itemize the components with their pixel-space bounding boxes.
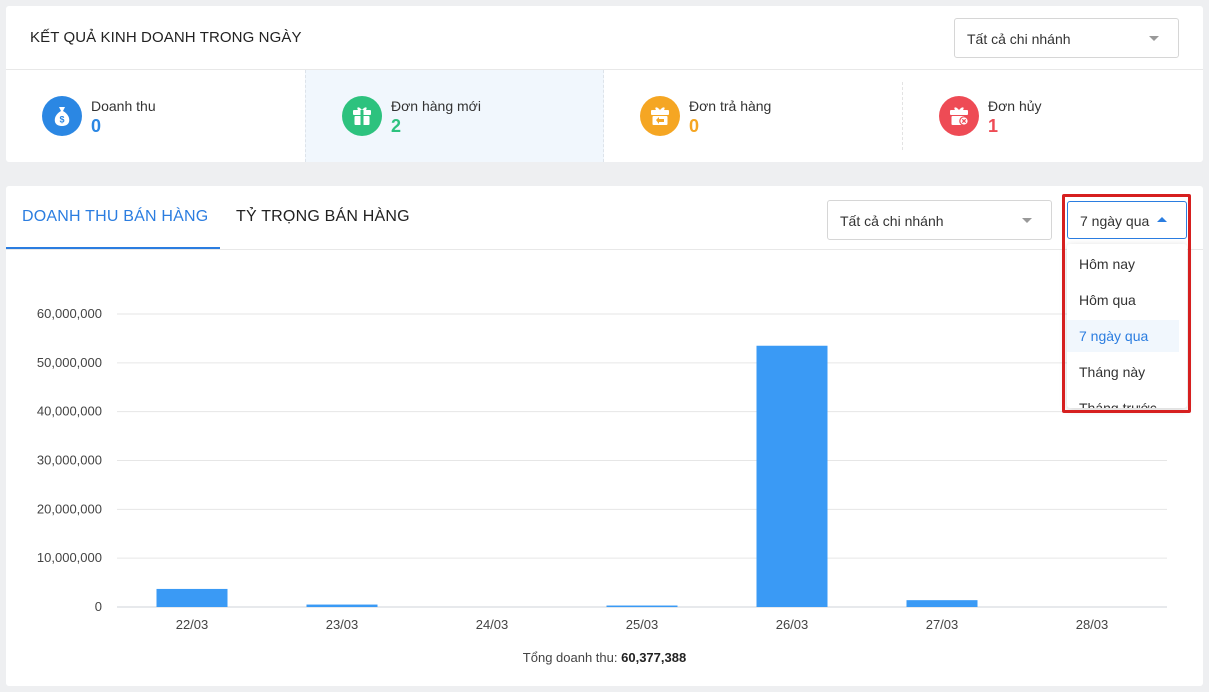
x-tick-label: 23/03: [326, 617, 359, 632]
period-option-yesterday[interactable]: Hôm qua: [1079, 292, 1136, 308]
y-tick-label: 60,000,000: [37, 306, 102, 321]
stat-divider: [902, 82, 903, 150]
stat-cancelled[interactable]: Đơn hủy 1: [903, 70, 1202, 162]
total-revenue: Tổng doanh thu: 60,377,388: [6, 650, 1203, 665]
revenue-bar-chart: 0 10,000,000 20,000,000 30,000,000 40,000,00…: [37, 306, 1167, 632]
x-tick-label: 24/03: [476, 617, 509, 632]
branch-select-chart-value: Tất cả chi nhánh: [840, 213, 944, 229]
period-option-last-month[interactable]: Tháng trước: [1079, 400, 1157, 408]
stat-new-orders[interactable]: Đơn hàng mới 2: [305, 70, 604, 162]
chart-grid: [117, 313, 1167, 608]
x-tick-label: 22/03: [176, 617, 209, 632]
x-tick-label: 28/03: [1076, 617, 1109, 632]
stat-cancelled-value: 1: [988, 116, 999, 136]
cancel-box-icon: [939, 96, 979, 136]
y-tick-label: 30,000,000: [37, 453, 102, 468]
x-tick-label: 27/03: [926, 617, 959, 632]
business-summary-card: KẾT QUẢ KINH DOANH TRONG NGÀY Tất cả chi…: [6, 6, 1203, 162]
y-tick-label: 50,000,000: [37, 355, 102, 370]
chevron-down-icon: [1149, 36, 1159, 41]
y-tick-label: 0: [95, 599, 102, 614]
total-revenue-label: Tổng doanh thu:: [522, 650, 618, 665]
active-tab-indicator: [6, 247, 220, 249]
money-bag-icon: $: [42, 96, 82, 136]
y-tick-label: 20,000,000: [37, 501, 102, 516]
period-highlight-box: [1062, 194, 1191, 413]
stat-returns-label: Đơn trả hàng: [689, 98, 772, 114]
chevron-down-icon: [1022, 218, 1032, 223]
period-dropdown-menu: Hôm nay Hôm qua 7 ngày qua Tháng này Thá…: [1067, 244, 1187, 408]
sales-tabs-bar: DOANH THU BÁN HÀNG TỶ TRỌNG BÁN HÀNG Tất…: [6, 186, 1203, 250]
y-tick-label: 10,000,000: [37, 550, 102, 565]
chart-bar[interactable]: [306, 604, 378, 607]
stats-row: $ Doanh thu 0 Đơn hàng mới 2: [6, 70, 1203, 162]
period-option-this-month[interactable]: Tháng này: [1079, 364, 1146, 380]
box-icon: [342, 96, 382, 136]
x-axis: 22/03 23/03 24/03 25/03 26/03 27/03 28/03: [176, 617, 1109, 632]
branch-select-top[interactable]: Tất cả chi nhánh: [954, 18, 1179, 58]
y-axis: 0 10,000,000 20,000,000 30,000,000 40,000,00…: [37, 306, 102, 614]
branch-select-chart[interactable]: Tất cả chi nhánh: [827, 200, 1052, 240]
x-tick-label: 25/03: [626, 617, 659, 632]
chevron-up-icon: [1157, 217, 1167, 222]
period-option-today[interactable]: Hôm nay: [1079, 256, 1136, 272]
stat-revenue[interactable]: $ Doanh thu 0: [6, 70, 305, 162]
stat-cancelled-label: Đơn hủy: [988, 98, 1042, 114]
x-tick-label: 26/03: [776, 617, 809, 632]
chart-bars: [156, 345, 978, 608]
business-summary-title: KẾT QUẢ KINH DOANH TRONG NGÀY: [30, 29, 302, 46]
chart-bar[interactable]: [156, 588, 228, 607]
chart-bar[interactable]: [756, 345, 828, 607]
stat-returns[interactable]: Đơn trả hàng 0: [604, 70, 903, 162]
total-revenue-value: 60,377,388: [621, 650, 687, 665]
return-box-icon: [640, 96, 680, 136]
stat-new-orders-label: Đơn hàng mới: [391, 98, 481, 114]
period-option-7-days[interactable]: 7 ngày qua: [1067, 320, 1179, 352]
chart-bar[interactable]: [606, 605, 678, 608]
stat-revenue-label: Doanh thu: [91, 98, 156, 114]
branch-select-top-value: Tất cả chi nhánh: [967, 31, 1071, 47]
period-select[interactable]: 7 ngày qua: [1067, 201, 1187, 239]
period-select-value: 7 ngày qua: [1080, 213, 1150, 229]
y-tick-label: 40,000,000: [37, 404, 102, 419]
sales-chart-card: DOANH THU BÁN HÀNG TỶ TRỌNG BÁN HÀNG Tất…: [6, 186, 1203, 686]
chart-bar[interactable]: [906, 600, 978, 607]
tab-sales-revenue[interactable]: DOANH THU BÁN HÀNG: [22, 208, 209, 225]
stat-new-orders-value: 2: [391, 116, 402, 136]
stat-revenue-value: 0: [91, 116, 102, 136]
tab-sales-ratio[interactable]: TỶ TRỌNG BÁN HÀNG: [236, 208, 410, 225]
business-summary-header: KẾT QUẢ KINH DOANH TRONG NGÀY Tất cả chi…: [6, 6, 1203, 70]
stat-returns-value: 0: [689, 116, 700, 136]
svg-text:$: $: [59, 115, 64, 125]
